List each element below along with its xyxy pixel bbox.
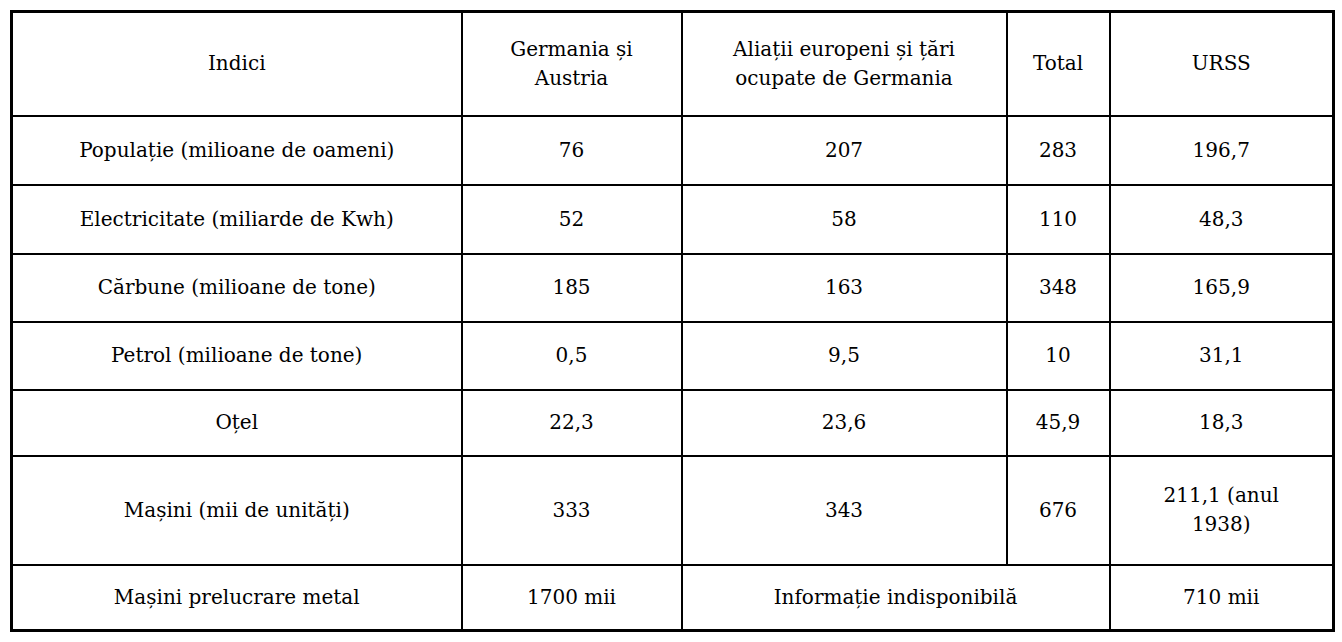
value-cell: 31,1 xyxy=(1110,322,1334,390)
value-cell: 163 xyxy=(682,254,1007,322)
value-cell: 676 xyxy=(1007,456,1110,565)
table-row-populatie: Populație (milioane de oameni) 76 207 28… xyxy=(12,116,1334,185)
header-row: Indici Germania și Austria Aliații europ… xyxy=(12,12,1334,116)
comparison-table: Indici Germania și Austria Aliații europ… xyxy=(10,10,1335,632)
header-cell-total: Total xyxy=(1007,12,1110,116)
header-cell-urss: URSS xyxy=(1110,12,1334,116)
value-cell: 710 mii xyxy=(1110,565,1334,631)
value-cell: 343 xyxy=(682,456,1007,565)
table-row-otel: Oțel 22,3 23,6 45,9 18,3 xyxy=(12,390,1334,456)
header-cell-aliati: Aliații europeni și țări ocupate de Germ… xyxy=(682,12,1007,116)
value-cell: 207 xyxy=(682,116,1007,185)
table-row-electricitate: Electricitate (miliarde de Kwh) 52 58 11… xyxy=(12,185,1334,254)
row-label-cell: Petrol (milioane de tone) xyxy=(12,322,462,390)
value-cell: 10 xyxy=(1007,322,1110,390)
value-cell: 110 xyxy=(1007,185,1110,254)
value-cell: 58 xyxy=(682,185,1007,254)
value-cell: 165,9 xyxy=(1110,254,1334,322)
row-label-cell: Mașini (mii de unități) xyxy=(12,456,462,565)
row-label-cell: Electricitate (miliarde de Kwh) xyxy=(12,185,462,254)
value-cell: 283 xyxy=(1007,116,1110,185)
table-row-carbune: Cărbune (milioane de tone) 185 163 348 1… xyxy=(12,254,1334,322)
row-label-cell: Cărbune (milioane de tone) xyxy=(12,254,462,322)
page: Indici Germania și Austria Aliații europ… xyxy=(0,0,1342,642)
value-cell: 22,3 xyxy=(462,390,682,456)
value-cell: 48,3 xyxy=(1110,185,1334,254)
row-label-cell: Populație (milioane de oameni) xyxy=(12,116,462,185)
value-cell: 211,1 (anul 1938) xyxy=(1110,456,1334,565)
value-cell: 18,3 xyxy=(1110,390,1334,456)
value-cell: 52 xyxy=(462,185,682,254)
value-cell: 76 xyxy=(462,116,682,185)
row-label-cell: Mașini prelucrare metal xyxy=(12,565,462,631)
row-label-cell: Oțel xyxy=(12,390,462,456)
value-cell: 23,6 xyxy=(682,390,1007,456)
table-row-masini-prelucrare: Mașini prelucrare metal 1700 mii Informa… xyxy=(12,565,1334,631)
value-cell: 9,5 xyxy=(682,322,1007,390)
header-cell-indici: Indici xyxy=(12,12,462,116)
table-row-petrol: Petrol (milioane de tone) 0,5 9,5 10 31,… xyxy=(12,322,1334,390)
value-cell: 0,5 xyxy=(462,322,682,390)
value-cell: 348 xyxy=(1007,254,1110,322)
value-cell: 196,7 xyxy=(1110,116,1334,185)
header-cell-germania-austria: Germania și Austria xyxy=(462,12,682,116)
value-cell: 45,9 xyxy=(1007,390,1110,456)
value-cell: 333 xyxy=(462,456,682,565)
merged-unavailable-cell: Informație indisponibilă xyxy=(682,565,1110,631)
table-row-masini: Mașini (mii de unități) 333 343 676 211,… xyxy=(12,456,1334,565)
value-cell: 185 xyxy=(462,254,682,322)
value-cell: 1700 mii xyxy=(462,565,682,631)
